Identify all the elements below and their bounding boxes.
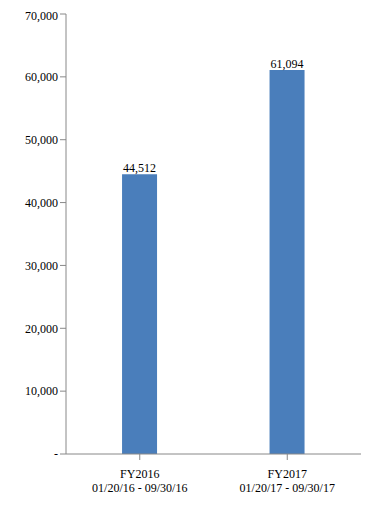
svg-text:20,000: 20,000: [25, 322, 58, 336]
svg-text:FY201701/20/17 - 09/30/17: FY201701/20/17 - 09/30/17: [240, 467, 335, 495]
svg-text:10,000: 10,000: [25, 384, 58, 398]
svg-text:40,000: 40,000: [25, 196, 58, 210]
svg-text:-: -: [54, 447, 58, 461]
svg-text:FY201601/20/16 - 09/30/16: FY201601/20/16 - 09/30/16: [92, 467, 187, 495]
svg-text:50,000: 50,000: [25, 133, 58, 147]
svg-text:44,512: 44,512: [123, 161, 156, 175]
svg-text:60,000: 60,000: [25, 70, 58, 84]
svg-text:61,094: 61,094: [271, 57, 304, 71]
svg-text:30,000: 30,000: [25, 259, 58, 273]
svg-text:70,000: 70,000: [25, 9, 58, 23]
